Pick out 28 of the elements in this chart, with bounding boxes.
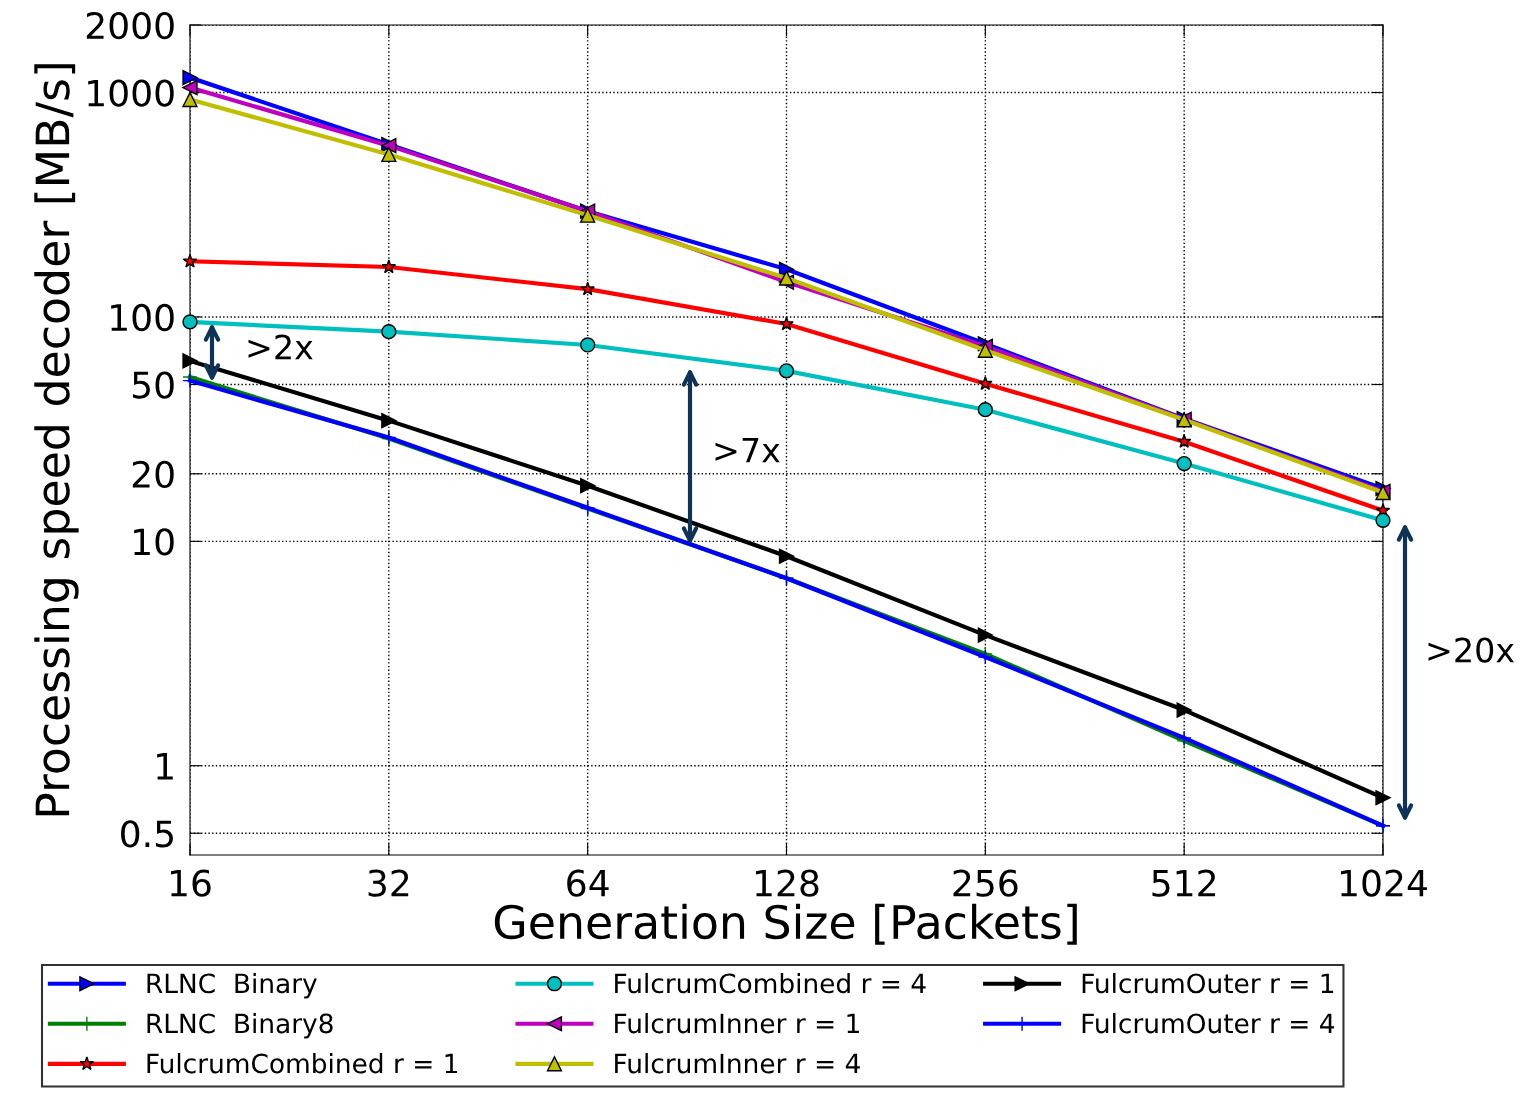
x-tick-label: 32 (368, 869, 409, 897)
legend-label: FulcrumCombined r = 4 (615, 972, 926, 994)
y-axis-title: Processing speed decoder [MB/s] (34, 64, 79, 816)
x-axis-title: Generation Size [Packets] (494, 903, 1077, 945)
y-tick-label: 1 (157, 753, 173, 780)
legend-label: FulcrumCombined r = 1 (147, 1053, 458, 1074)
legend-label: FulcrumInner r = 4 (615, 1053, 860, 1074)
y-tick-label: 0.5 (121, 820, 173, 848)
annotation: >7x (715, 437, 780, 463)
y-tick-label: 50 (132, 371, 174, 399)
y-tick-label: 2000 (86, 11, 174, 40)
legend-label: FulcrumOuter r = 1 (1082, 972, 1334, 994)
y-tick-label: 20 (132, 460, 174, 489)
annotation: >2x (248, 334, 313, 360)
x-tick-label: 128 (756, 869, 819, 897)
text: >20x (1428, 637, 1514, 663)
legend-label: RLNC Binary8 (147, 1012, 333, 1039)
y-tick-label: 10 (134, 528, 174, 556)
x-tick-label: 64 (567, 869, 609, 897)
y-tick-label: 100 (111, 303, 174, 332)
x-tick-label: 16 (170, 869, 211, 897)
x-tick-label: 1024 (1341, 869, 1427, 897)
x-tick-label: 512 (1152, 869, 1216, 897)
x-tick-label: 256 (953, 869, 1018, 897)
y-tick-label: 1000 (88, 79, 174, 107)
legend-label: FulcrumInner r = 1 (615, 1012, 859, 1034)
legend-label: FulcrumOuter r = 4 (1082, 1012, 1335, 1034)
legend-label: RLNC Binary (147, 972, 317, 999)
